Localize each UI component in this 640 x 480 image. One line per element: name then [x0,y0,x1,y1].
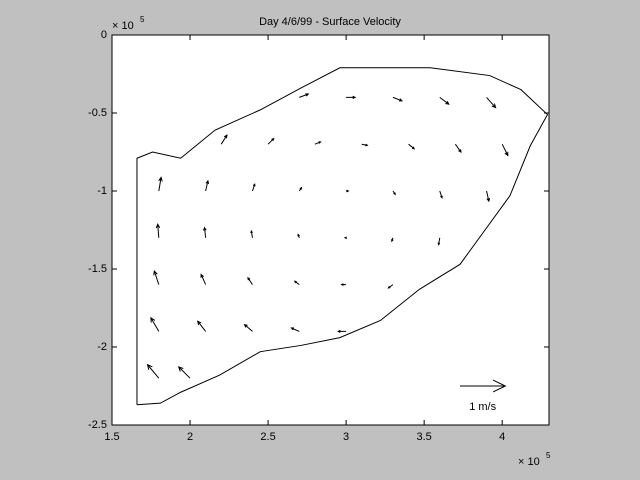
velocity-arrow [267,137,275,145]
velocity-arrow [486,97,497,109]
velocity-arrow [298,186,303,192]
x-tick-label: 3 [343,431,349,443]
velocity-arrow [220,134,228,145]
velocity-arrow [439,190,443,199]
velocity-arrow [454,143,462,154]
velocity-arrow [197,320,207,332]
velocity-arrow [146,363,160,379]
velocity-arrow [501,143,509,157]
y-tick-label: -1.5 [88,263,107,275]
boundary [136,67,549,406]
x-tick-label: 1.5 [104,431,119,443]
velocity-arrow [297,233,300,238]
y-multiplier: × 10 [112,20,134,32]
velocity-arrow [243,323,253,332]
velocity-arrow [250,229,253,238]
velocity-arrow [290,327,300,332]
x-tick-label: 2 [187,431,193,443]
velocity-arrow [391,237,394,243]
velocity-arrow [251,183,256,192]
velocity-arrow [387,284,394,289]
chart-title: Day 4/6/99 - Surface Velocity [259,16,401,28]
velocity-arrow [340,283,347,286]
velocity-arrow [150,316,160,332]
x-tick-label: 3.5 [416,431,431,443]
velocity-arrow [200,273,207,285]
velocity-arrow [346,189,350,193]
y-tick-label: -2.5 [88,419,107,431]
y-tick-label: -2 [97,341,107,353]
velocity-arrow [203,226,207,238]
velocity-arrow [153,269,160,285]
velocity-arrow [247,276,253,285]
velocity-arrow [205,179,210,192]
velocity-arrow [439,96,450,105]
reference-arrow [460,379,507,393]
y-tick-label: -0.5 [88,107,107,119]
x-multiplier-exponent: 5 [546,451,551,460]
velocity-arrow [155,223,161,238]
velocity-arrow [486,190,491,203]
x-tick-label: 2.5 [260,431,275,443]
velocity-arrow [408,143,416,150]
velocity-arrow [361,143,369,147]
velocity-arrow [343,236,347,240]
velocity-arrow [177,366,191,379]
x-multiplier: × 10 [518,456,540,468]
x-tick-label: 4 [499,431,505,443]
velocity-arrow [392,96,404,102]
velocity-arrow [158,176,163,192]
y-tick-label: -1 [97,185,107,197]
velocity-arrow [437,237,441,246]
velocity-arrow [293,280,300,286]
plot-area [111,34,550,426]
velocity-arrow [314,141,322,145]
velocity-arrow [299,93,310,98]
y-tick-label: 0 [101,29,107,41]
y-multiplier-exponent: 5 [140,15,145,24]
reference-label: 1 m/s [469,401,496,413]
velocity-arrow [337,329,347,333]
velocity-arrow [392,190,396,196]
velocity-arrow [346,95,357,100]
